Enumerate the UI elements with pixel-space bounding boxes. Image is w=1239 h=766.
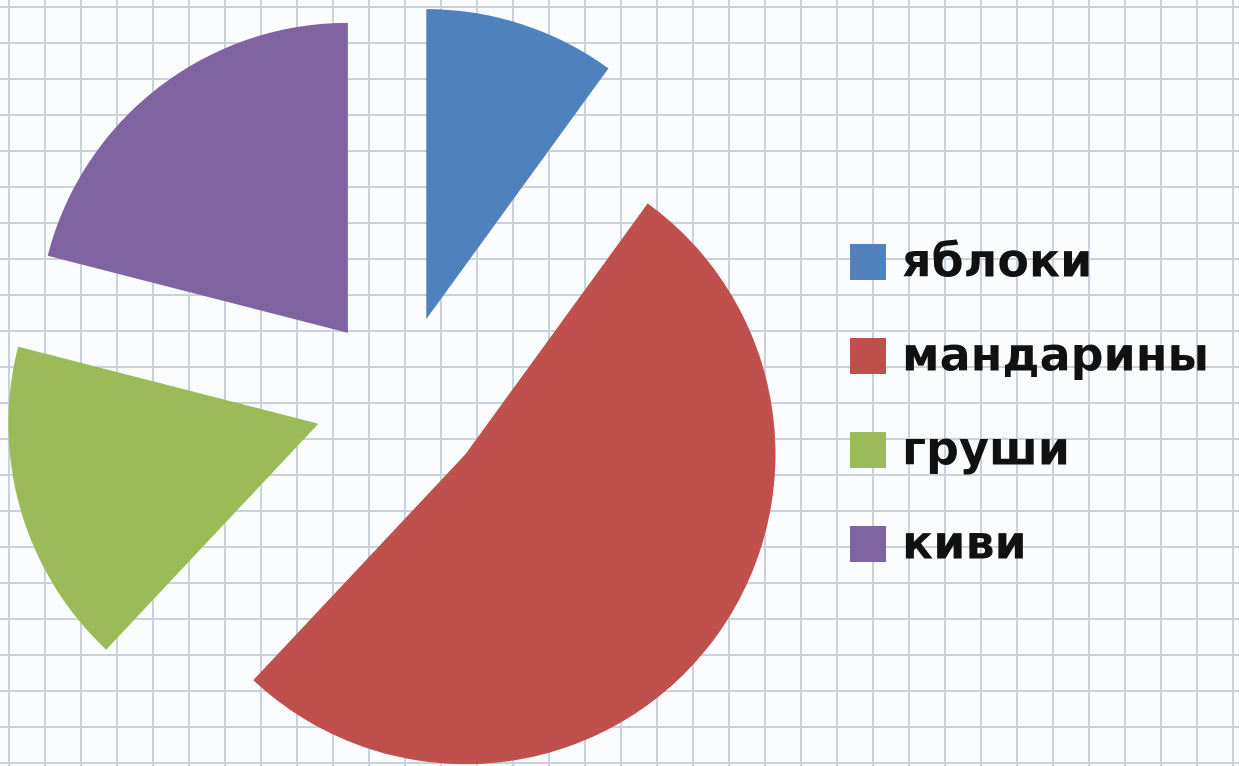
- legend-swatch: [850, 432, 886, 468]
- pie-slice: [8, 346, 319, 650]
- legend-label: мандарины: [902, 328, 1209, 382]
- legend-label: яблоки: [902, 234, 1092, 288]
- legend-swatch: [850, 338, 886, 374]
- pie-slice: [253, 203, 776, 765]
- legend-label: киви: [902, 516, 1027, 570]
- legend-swatch: [850, 244, 886, 280]
- pie-slice: [426, 9, 609, 320]
- pie-slice: [47, 22, 348, 333]
- legend-swatch: [850, 526, 886, 562]
- legend-label: груши: [902, 422, 1070, 476]
